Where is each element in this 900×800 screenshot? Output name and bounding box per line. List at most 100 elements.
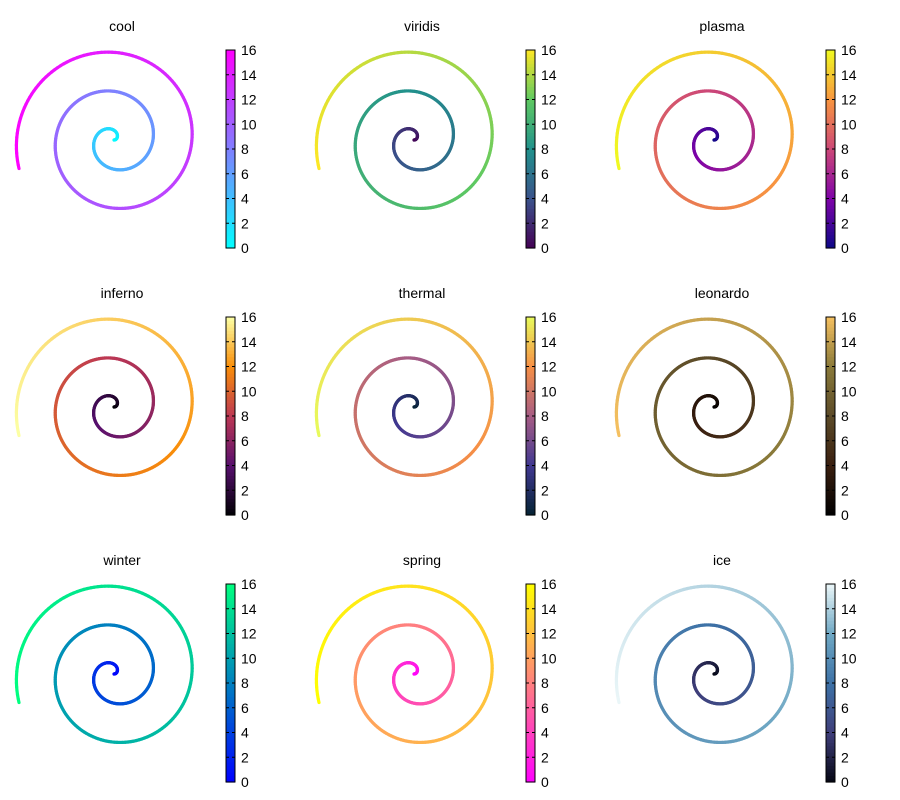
colorbar-segment <box>826 643 835 648</box>
colorbar-segment <box>226 218 235 223</box>
colorbar-segment <box>826 201 835 206</box>
colorbar-segment <box>226 650 235 654</box>
colorbar-segment <box>826 449 835 453</box>
colorbar-segment <box>826 79 835 84</box>
colorbar-segment <box>526 679 535 684</box>
colorbar-segment <box>526 452 535 457</box>
spiral-point <box>316 163 321 171</box>
colorbar-segment <box>226 224 235 229</box>
colorbar-segment <box>226 376 235 381</box>
colorbar-segment <box>226 244 235 249</box>
colorbar-segment <box>526 356 535 361</box>
colorbar-segment <box>826 182 835 186</box>
colorbar-segment <box>526 640 535 644</box>
colorbar-segment <box>226 613 235 618</box>
colorbar-segment <box>826 238 835 242</box>
colorbar-segment <box>526 676 535 681</box>
colorbar-tick-label: 10 <box>841 383 857 399</box>
colorbar-segment <box>226 396 235 401</box>
colorbar-tick-label: 16 <box>541 42 557 58</box>
colorbar-segment <box>526 366 535 371</box>
colorbar-segment <box>226 238 235 242</box>
colorbar-segment <box>826 458 835 463</box>
colorbar-segment <box>526 584 535 588</box>
colorbar-segment <box>526 376 535 381</box>
colorbar-segment <box>526 597 535 602</box>
colorbar-segment <box>226 712 235 717</box>
colorbar-tick-label: 4 <box>841 191 849 207</box>
colorbar-segment <box>526 343 535 348</box>
colorbar-tick-label: 16 <box>841 42 857 58</box>
colorbar-segment <box>826 419 835 424</box>
colorbar-segment <box>826 501 835 506</box>
colorbar-segment <box>526 208 535 213</box>
colorbar-segment <box>826 709 835 714</box>
colorbar-segment <box>226 482 235 486</box>
colorbar-tick-label: 8 <box>541 675 549 691</box>
colorbar-segment <box>226 465 235 470</box>
colorbar-segment <box>226 323 235 328</box>
colorbar-segment <box>826 653 835 658</box>
colorbar-segment <box>826 178 835 183</box>
colorbar-segment <box>826 689 835 694</box>
colorbar-tick-label: 2 <box>241 482 249 498</box>
colorbar-segment <box>226 716 235 720</box>
panel-winter: winter 0 2 4 6 8 10 12 14 16 <box>14 552 257 790</box>
spiral-series <box>314 584 494 745</box>
colorbar-tick-label: 8 <box>541 408 549 424</box>
colorbar-segment <box>826 99 835 104</box>
colorbar-segment <box>226 241 235 246</box>
colorbar-segment <box>226 422 235 427</box>
colorbar-tick-label: 14 <box>541 67 557 83</box>
colorbar-segment <box>226 603 235 608</box>
colorbar-segment <box>226 646 235 651</box>
colorbar-segment <box>226 623 235 628</box>
colorbar-segment <box>226 659 235 664</box>
colorbar-segment <box>226 758 235 763</box>
colorbar-segment <box>526 613 535 618</box>
colorbar-segment <box>226 442 235 447</box>
panel-title: inferno <box>101 285 144 301</box>
colorbar-segment <box>826 198 835 203</box>
colorbar-segment <box>826 768 835 773</box>
colorbar-segment <box>826 584 835 588</box>
colorbar-segment <box>826 636 835 641</box>
colorbar-segment <box>226 656 235 661</box>
colorbar-segment <box>226 435 235 440</box>
colorbar-segment <box>526 66 535 71</box>
colorbar-segment <box>526 735 535 740</box>
colorbar-segment <box>226 386 235 391</box>
colorbar-segment <box>826 745 835 750</box>
colorbar-tick-label: 0 <box>241 240 249 256</box>
colorbar-segment <box>526 508 535 513</box>
colorbar-segment <box>226 475 235 480</box>
colorbar-segment <box>826 112 835 117</box>
colorbar-segment <box>826 224 835 229</box>
colorbar-segment <box>226 640 235 644</box>
colorbar-segment <box>226 149 235 153</box>
colorbar-segment <box>226 709 235 714</box>
colorbar-segment <box>226 185 235 190</box>
colorbar: 0 2 4 6 8 10 12 14 16 <box>525 42 557 256</box>
colorbar-segment <box>526 99 535 104</box>
colorbar-segment <box>226 673 235 677</box>
colorbar-segment <box>226 356 235 361</box>
colorbar-segment <box>226 669 235 674</box>
colorbar-segment <box>526 389 535 394</box>
colorbar-segment <box>826 749 835 753</box>
panel-title: plasma <box>699 18 744 34</box>
colorbar-segment <box>826 498 835 503</box>
colorbar-segment <box>526 725 535 730</box>
colorbar-segment <box>526 185 535 190</box>
colorbar-tick-label: 12 <box>541 92 557 108</box>
spiral-point <box>316 697 321 705</box>
colorbar-segment <box>526 778 535 783</box>
spiral-point <box>16 697 21 705</box>
colorbar-segment <box>526 145 535 150</box>
colorbar-segment <box>526 122 535 127</box>
colorbar-segment <box>226 326 235 331</box>
colorbar-tick-label: 2 <box>841 749 849 765</box>
colorbar-segment <box>526 353 535 358</box>
colorbar-segment <box>526 162 535 167</box>
colorbar-segment <box>226 626 235 631</box>
